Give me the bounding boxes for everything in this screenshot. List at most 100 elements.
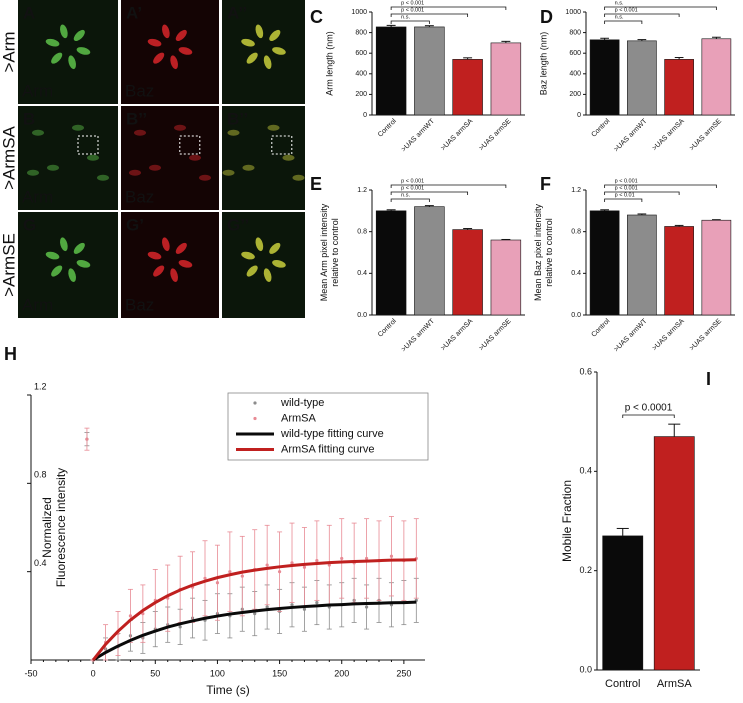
x-tick-label: 100	[210, 668, 225, 678]
channel-label: Baz	[125, 187, 154, 206]
signal	[178, 260, 193, 268]
data-point	[364, 556, 369, 561]
signal	[27, 169, 39, 176]
panel-letter: A	[23, 3, 35, 22]
y-tick-label: 400	[355, 71, 367, 78]
y-tick-label: 1.2	[357, 187, 367, 194]
bar	[375, 210, 407, 316]
x-axis-label: Time (s)	[206, 683, 250, 697]
bar	[664, 59, 694, 116]
signal	[72, 124, 84, 131]
data-point	[290, 603, 294, 607]
micrograph	[121, 0, 219, 104]
bar	[375, 26, 407, 116]
row-label: >Arm	[0, 31, 18, 72]
x-tick-label: >UAS armSA	[651, 118, 686, 153]
y-tick-label: 0.0	[357, 312, 367, 319]
signal	[162, 237, 170, 252]
significance-label: n.s.	[615, 1, 624, 7]
bar	[653, 436, 695, 671]
bar	[414, 206, 445, 316]
data-point	[178, 625, 182, 629]
panel-letter: E	[310, 174, 322, 194]
x-tick-label: >UAS armSE	[478, 318, 513, 353]
y-tick-label: 200	[569, 91, 581, 98]
signal	[97, 174, 109, 181]
y-tick-label: 0.4	[571, 270, 581, 277]
signal	[263, 55, 272, 70]
y-axis-label: Mean Baz pixel intensity	[533, 203, 543, 301]
panel-letter: F	[540, 174, 551, 194]
panel-letter: C	[310, 7, 323, 27]
bar	[701, 219, 732, 316]
micrograph	[121, 212, 219, 318]
signal	[60, 24, 68, 39]
signal	[73, 29, 85, 42]
significance-bracket	[604, 6, 717, 10]
signal	[149, 164, 161, 171]
signal	[170, 268, 178, 282]
x-tick-label: 50	[150, 668, 160, 678]
fit-curve	[92, 600, 417, 662]
signal	[175, 29, 187, 42]
data-point	[85, 437, 89, 441]
y-tick-label: 1000	[351, 9, 367, 16]
panel-letter: G’’	[227, 215, 249, 234]
bar	[490, 42, 522, 116]
signal	[68, 55, 76, 70]
x-tick-label: Control	[377, 117, 398, 138]
legend-marker	[253, 416, 257, 421]
bar	[452, 59, 483, 116]
y-tick-label: 0.0	[571, 312, 581, 319]
y-tick-label: 0.8	[34, 470, 47, 480]
significance-bracket	[390, 13, 469, 17]
data-point	[315, 559, 319, 563]
y-tick-label: 0.4	[34, 558, 47, 568]
significance-bracket	[390, 191, 469, 195]
signal	[246, 265, 258, 277]
signal	[68, 268, 76, 282]
y-tick-label: 0.2	[579, 565, 592, 575]
data-point	[265, 605, 269, 609]
legend-label: wild-type	[280, 397, 324, 409]
signal	[199, 174, 211, 181]
significance-bracket	[604, 20, 643, 24]
y-tick-label: 0.8	[571, 229, 581, 236]
signal	[134, 129, 146, 136]
legend-label: ArmSA fitting curve	[281, 443, 375, 455]
signal	[162, 24, 170, 39]
significance-bracket	[622, 414, 675, 418]
y-tick-label: 0.0	[579, 664, 592, 674]
x-tick-label: >UAS armWT	[400, 317, 436, 353]
panel-letter: B’’	[227, 109, 248, 128]
y-tick-label: 800	[355, 29, 367, 36]
bar	[589, 39, 620, 116]
y-tick-label: 1000	[565, 9, 581, 16]
bar	[627, 214, 657, 316]
micrograph	[222, 212, 305, 318]
significance-label: p < 0.001	[615, 186, 638, 192]
y-tick-label: 800	[569, 29, 581, 36]
signal	[153, 265, 165, 277]
y-axis-label: Fluorescence intensity	[54, 468, 68, 587]
bar	[701, 38, 732, 116]
data-point	[228, 570, 232, 574]
panel-letter: D	[540, 7, 553, 27]
data-point	[364, 605, 369, 609]
panel-letter: A’’	[227, 3, 247, 22]
data-point	[290, 561, 294, 565]
data-point	[315, 600, 319, 605]
channel-label: Baz	[125, 295, 154, 314]
y-axis-label: Normalized	[40, 497, 54, 558]
data-point	[265, 563, 269, 567]
x-tick-label: 0	[91, 668, 96, 678]
significance-label: n.s.	[615, 15, 624, 21]
x-tick-label: >UAS armSA	[440, 318, 475, 353]
significance-label: n.s.	[401, 193, 410, 199]
signal	[47, 164, 59, 171]
signal	[51, 52, 63, 64]
data-point	[215, 581, 220, 585]
bar	[589, 210, 620, 316]
signal	[170, 55, 178, 70]
